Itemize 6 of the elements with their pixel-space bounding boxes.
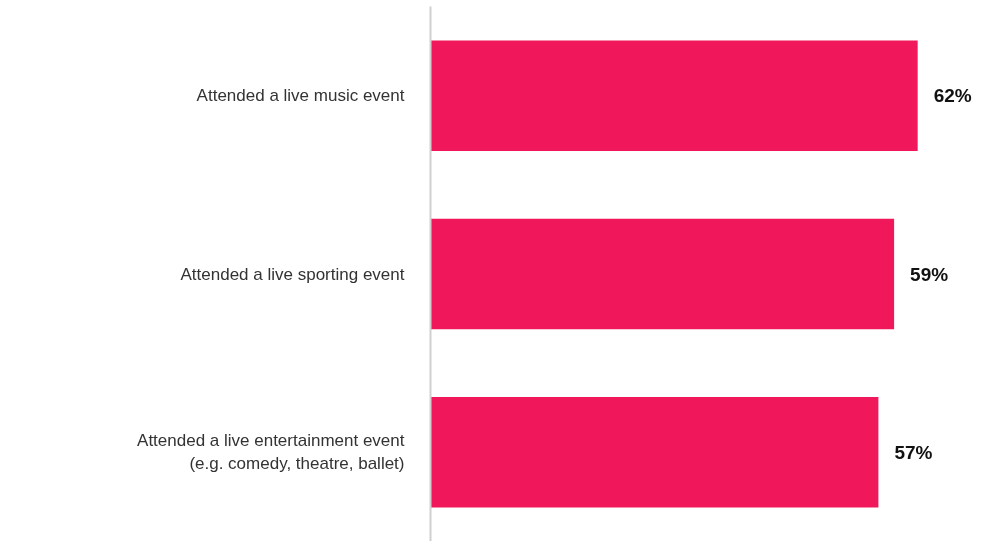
y-tick-label: Attended a live music event — [196, 86, 405, 106]
data-label: 62% — [933, 85, 972, 107]
data-label: 59% — [910, 263, 949, 285]
y-tick-label: Attended a live entertainment event (e.g. comedy, theatre, ballet) — [137, 431, 405, 474]
data-label: 57% — [894, 441, 933, 463]
y-tick-label: Attended a live sporting event — [180, 264, 405, 284]
